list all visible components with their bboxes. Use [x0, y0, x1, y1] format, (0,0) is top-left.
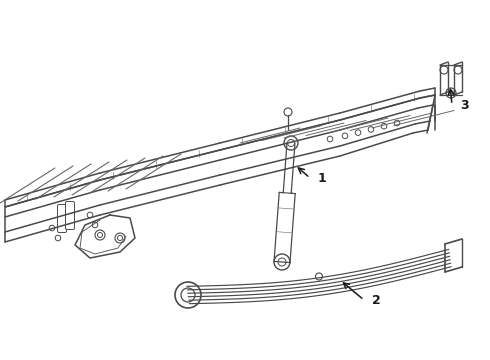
FancyBboxPatch shape	[66, 202, 74, 230]
FancyBboxPatch shape	[57, 204, 67, 233]
Text: 2: 2	[372, 293, 381, 306]
Text: 3: 3	[460, 99, 468, 112]
Text: 1: 1	[318, 171, 327, 185]
